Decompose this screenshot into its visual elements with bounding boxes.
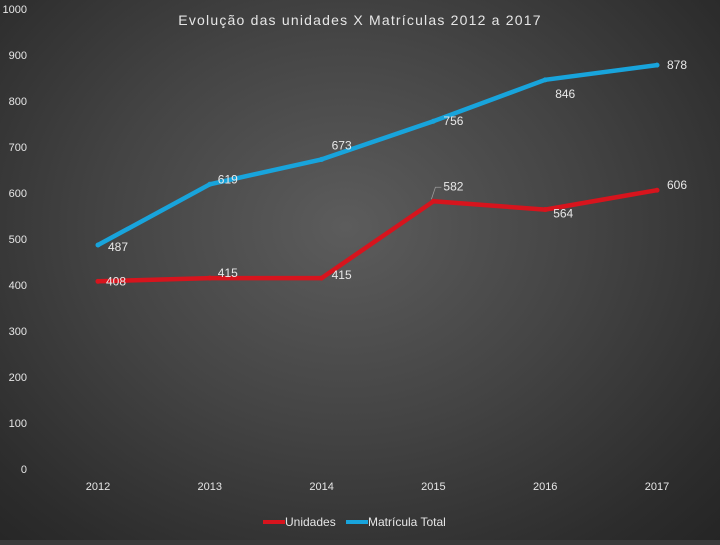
data-point [95, 242, 101, 248]
y-tick-label: 700 [9, 142, 27, 154]
y-tick-label: 100 [9, 418, 27, 430]
data-point [207, 275, 213, 281]
y-tick-label: 0 [21, 464, 27, 476]
data-point [654, 187, 660, 193]
series-layer [95, 62, 660, 284]
data-label: 582 [443, 179, 463, 193]
data-point [654, 62, 660, 68]
data-label: 878 [667, 58, 687, 72]
data-point [430, 198, 436, 204]
x-axis: 2012 2013 2014 2015 2016 2017 [86, 481, 669, 493]
legend: Unidades Matrícula Total [263, 515, 446, 529]
x-tick-label: 2014 [309, 481, 333, 493]
data-point [207, 181, 213, 187]
data-label: 564 [553, 207, 573, 221]
legend-label: Unidades [285, 515, 336, 529]
data-point [319, 156, 325, 162]
x-tick-label: 2017 [645, 481, 669, 493]
data-labels: 408 415 415 582 564 606 487 619 673 756 846 878 [106, 58, 687, 288]
data-label: 673 [332, 138, 352, 152]
y-tick-label: 400 [9, 280, 27, 292]
y-tick-label: 500 [9, 234, 27, 246]
data-label: 415 [332, 268, 352, 282]
data-point [319, 275, 325, 281]
data-label: 756 [443, 114, 463, 128]
data-label: 408 [106, 274, 126, 288]
y-tick-label: 300 [9, 326, 27, 338]
data-label: 846 [555, 87, 575, 101]
legend-label: Matrícula Total [368, 515, 446, 529]
data-point [542, 77, 548, 83]
x-tick-label: 2015 [421, 481, 445, 493]
label-leader-line [431, 186, 442, 200]
chart-title: Evolução das unidades X Matrículas 2012 … [178, 12, 541, 28]
data-label: 487 [108, 240, 128, 254]
y-tick-label: 1000 [3, 4, 27, 16]
x-tick-label: 2016 [533, 481, 557, 493]
y-tick-label: 200 [9, 372, 27, 384]
x-tick-label: 2013 [198, 481, 222, 493]
y-axis: 0 100 200 300 400 500 600 700 800 900 1000 [3, 4, 27, 476]
data-point [542, 207, 548, 213]
data-label: 606 [667, 178, 687, 192]
data-point [95, 278, 101, 284]
series-line-matricula-total [95, 62, 660, 248]
y-tick-label: 900 [9, 50, 27, 62]
data-label: 619 [218, 172, 238, 186]
y-tick-label: 800 [9, 96, 27, 108]
x-tick-label: 2012 [86, 481, 110, 493]
series-line-unidades [95, 187, 660, 284]
data-point [430, 118, 436, 124]
y-tick-label: 600 [9, 188, 27, 200]
data-label: 415 [218, 266, 238, 280]
